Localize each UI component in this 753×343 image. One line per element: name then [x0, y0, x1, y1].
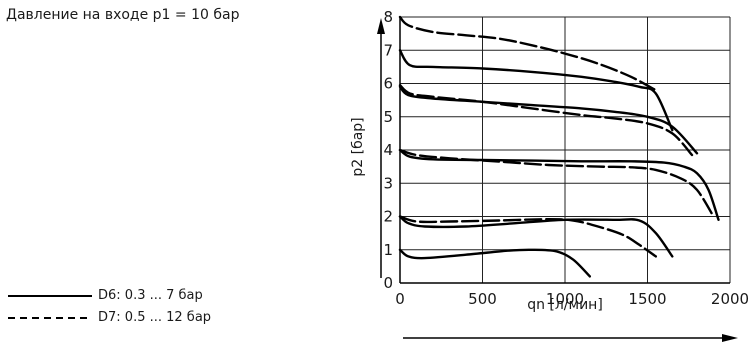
series-line-solid-1 — [398, 215, 674, 258]
y-tick-label: 3 — [383, 174, 393, 192]
y-tick-label: 1 — [383, 241, 393, 259]
y-axis-label: p2 [бар] — [350, 117, 366, 176]
x-tick-label: 0 — [395, 290, 405, 308]
series-line-dashed-7 — [398, 84, 694, 157]
series-line-solid-0 — [398, 248, 591, 278]
chart-ticks: 0 500 1000 1500 2000 0 1 2 3 4 5 6 7 8 — [383, 8, 749, 308]
y-tick-label: 0 — [383, 274, 393, 292]
series-line-solid-2 — [398, 148, 720, 221]
y-arrow-head — [377, 18, 385, 34]
chart-axes — [377, 17, 738, 342]
x-axis-label: qn [л/мин] — [527, 297, 603, 313]
y-tick-label: 7 — [383, 41, 393, 59]
series-line-dashed-6 — [398, 148, 715, 218]
y-tick-label: 6 — [383, 75, 393, 93]
x-tick-label: 500 — [468, 290, 497, 308]
series-line-solid-3 — [398, 85, 699, 155]
legend-swatch-solid — [8, 295, 92, 297]
chart-grid — [400, 16, 731, 283]
inlet-pressure-note: Давление на входе p1 = 10 бар — [6, 7, 240, 23]
x-tick-label: 2000 — [711, 290, 749, 308]
y-tick-label: 5 — [383, 108, 393, 126]
legend-swatch-dashed — [8, 317, 92, 319]
series-line-dashed-8 — [398, 15, 657, 92]
legend-label-dashed: D7: 0.5 ... 12 бар — [98, 310, 212, 325]
x-arrow-head — [722, 334, 738, 342]
y-tick-label: 8 — [383, 8, 393, 26]
x-tick-label: 1000 — [546, 290, 584, 308]
x-tick-label: 1500 — [628, 290, 666, 308]
y-tick-label: 4 — [383, 141, 393, 159]
chart-series — [398, 15, 720, 278]
series-line-dashed-5 — [398, 215, 657, 258]
series-line-solid-4 — [398, 49, 674, 132]
legend-label-solid: D6: 0.3 ... 7 бар — [98, 288, 203, 303]
y-tick-label: 2 — [383, 208, 393, 226]
